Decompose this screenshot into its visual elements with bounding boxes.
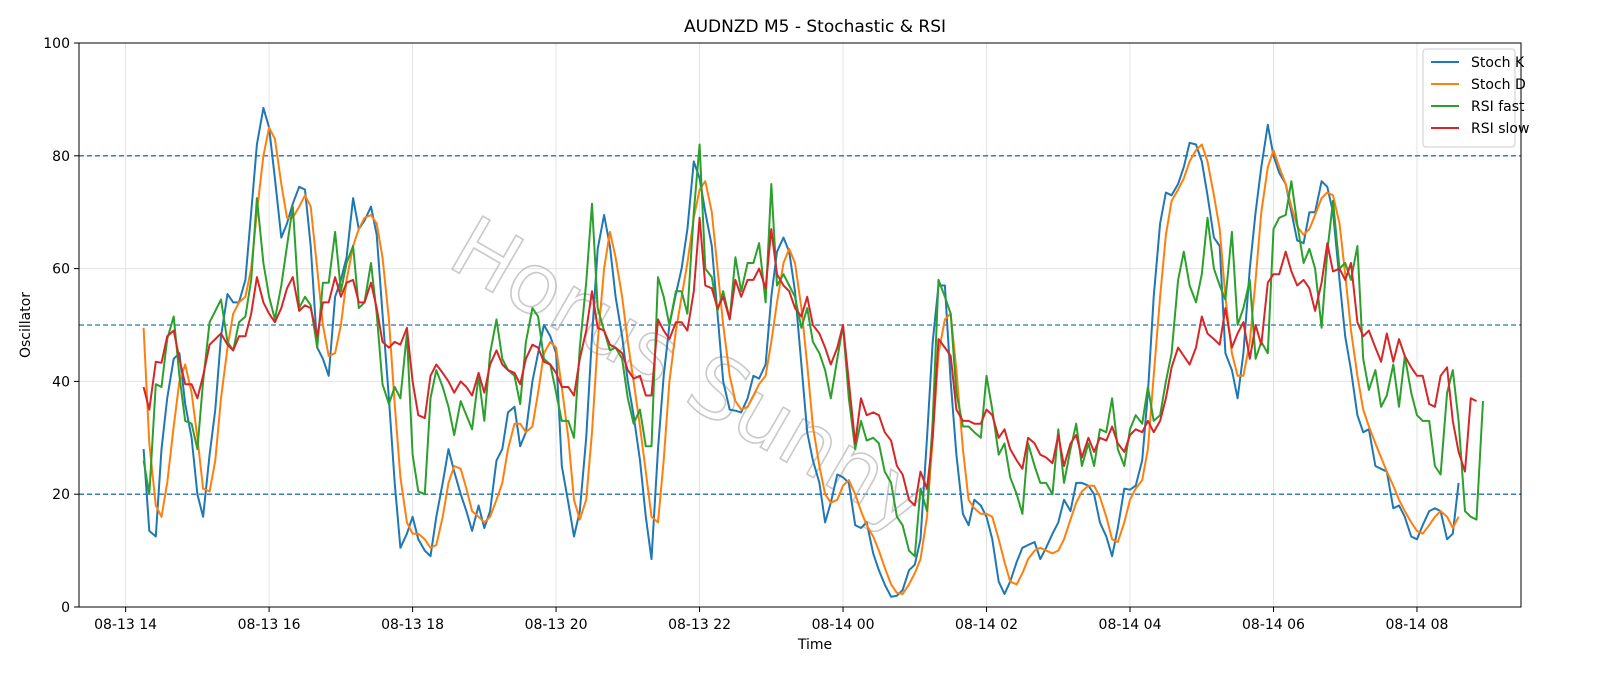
x-tick-label: 08-14 00 [812, 617, 875, 633]
x-tick-label: 08-14 06 [1242, 617, 1305, 633]
legend-label-stoch-k: Stoch K [1471, 55, 1525, 71]
series-line-rsi-slow [142, 216, 1477, 507]
legend-label-rsi-slow: RSI slow [1471, 121, 1529, 137]
y-tick-label: 20 [52, 487, 70, 503]
y-tick-label: 80 [52, 149, 70, 165]
x-tick-label: 08-13 14 [94, 617, 157, 633]
legend-box [1422, 48, 1516, 148]
x-tick-label: 08-13 20 [525, 617, 588, 633]
series-line-rsi-fast [142, 143, 1484, 558]
plot-frame [78, 42, 1522, 608]
legend-label-rsi-fast: RSI fast [1471, 99, 1525, 115]
series-lines [142, 106, 1484, 598]
y-tick-label: 0 [61, 600, 70, 616]
x-tick-label: 08-13 22 [668, 617, 731, 633]
x-tick-label: 08-13 16 [238, 617, 301, 633]
y-tick-label: 100 [43, 36, 70, 52]
x-tick-label: 08-14 04 [1099, 617, 1162, 633]
x-tick-label: 08-13 18 [381, 617, 444, 633]
series-line-stoch-k [142, 106, 1460, 598]
y-tick-label: 40 [52, 374, 70, 390]
x-tick-label: 08-14 02 [955, 617, 1018, 633]
x-tick-label: 08-14 08 [1385, 617, 1448, 633]
x-axis-ticks: 08-13 14 08-13 16 08-13 18 08-13 20 08-13 22… [94, 607, 1448, 633]
legend: Stoch K Stoch D RSI fast RSI slow [1422, 48, 1529, 148]
y-axis-ticks: 0 20 40 60 80 100 [43, 36, 79, 616]
legend-label-stoch-d: Stoch D [1471, 77, 1526, 93]
y-tick-label: 60 [52, 262, 70, 278]
chart-title: AUDNZD M5 - Stochastic & RSI [684, 17, 946, 37]
series-line-stoch-d [142, 126, 1460, 595]
x-axis-title: Time [797, 637, 832, 653]
y-axis-title: Oscillator [18, 292, 34, 358]
